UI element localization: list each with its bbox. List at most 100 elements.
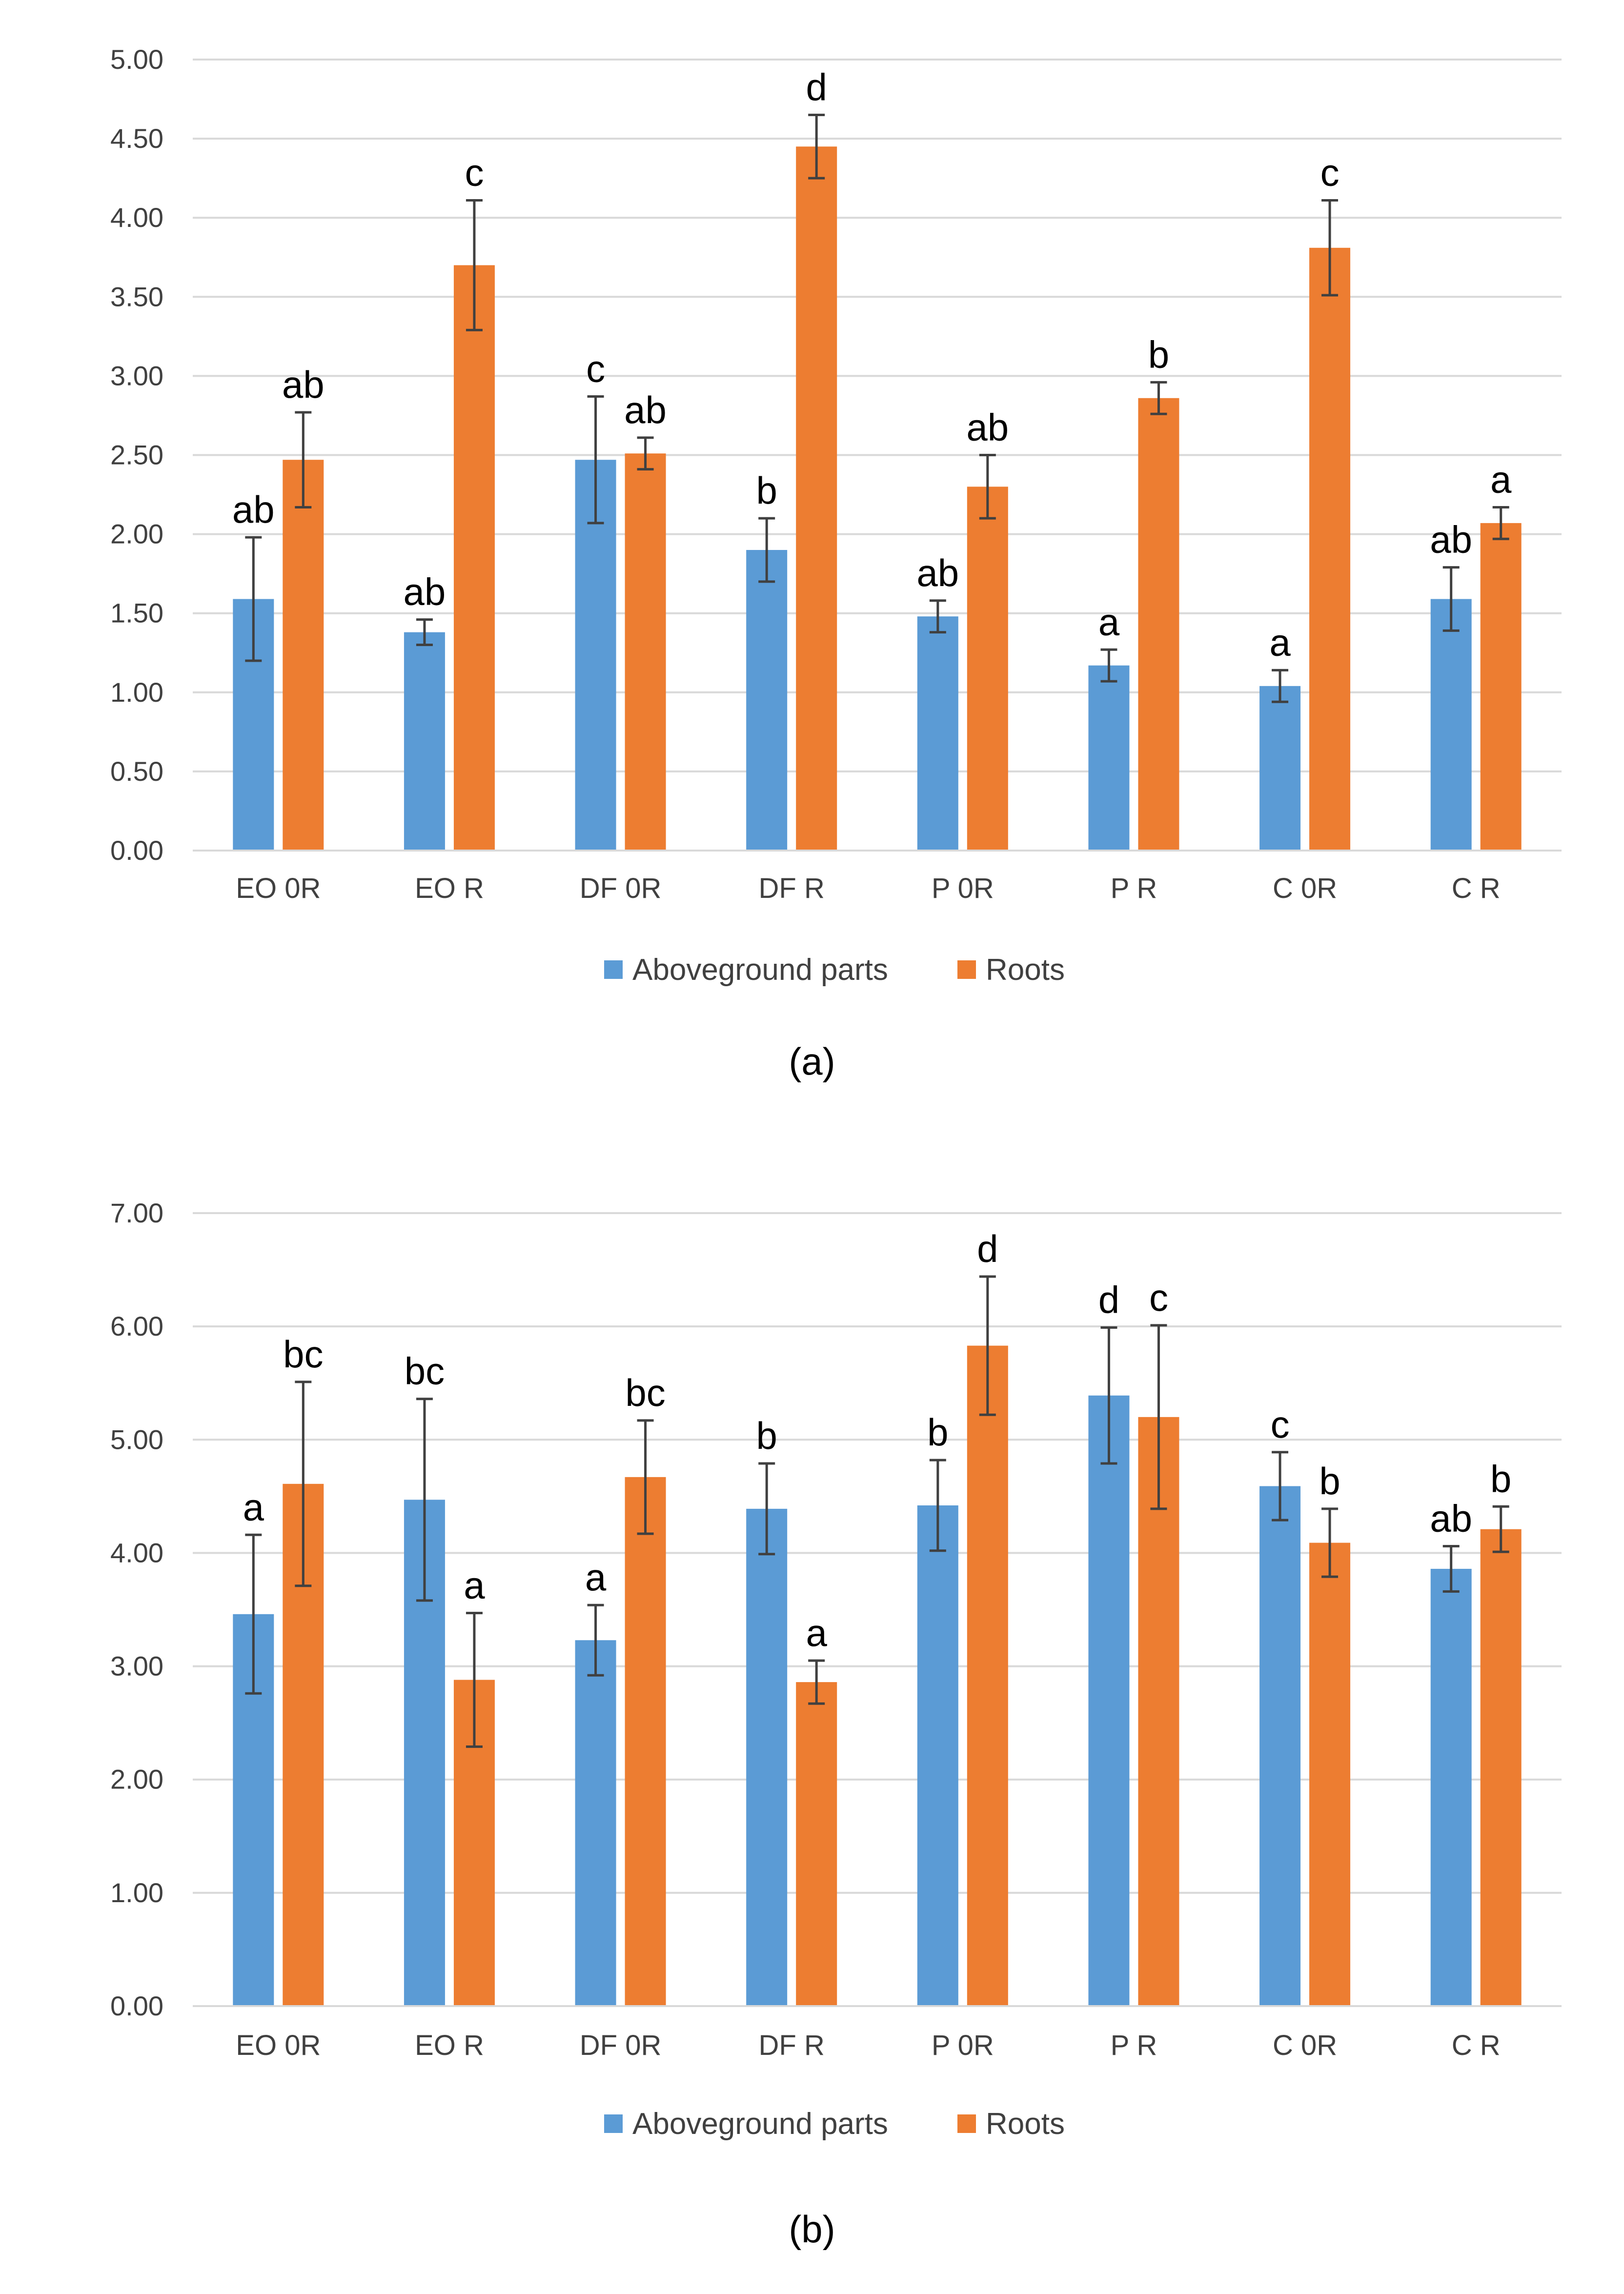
chart-a: 0.00 0.50 1.00 1.50 2.00 2.50 3.00 3.50 4.00 4.50…	[0, 0, 1624, 1146]
significance-letter: ab	[282, 363, 325, 406]
bar-aboveground	[746, 1508, 788, 2006]
bar-aboveground	[1430, 599, 1472, 851]
bar-roots	[796, 146, 837, 851]
significance-letter: a	[1490, 458, 1512, 501]
legend-label: Aboveground parts	[632, 2107, 888, 2141]
bar-roots	[1309, 1543, 1351, 2006]
significance-letter: c	[1320, 151, 1340, 194]
bar-roots	[1480, 1529, 1522, 2006]
significance-letter: bc	[283, 1333, 323, 1376]
category-label: DF R	[759, 873, 825, 904]
y-tick-label: 5.00	[110, 1424, 163, 1455]
significance-letter: a	[585, 1556, 607, 1599]
significance-letter: a	[243, 1485, 264, 1528]
bar-roots	[967, 487, 1008, 851]
category-label: C R	[1452, 873, 1501, 904]
category-label: C R	[1452, 2030, 1501, 2061]
bar-aboveground	[917, 1505, 958, 2006]
bar-aboveground	[575, 1640, 616, 2006]
significance-letter: ab	[1430, 518, 1472, 561]
category-label: EO R	[415, 2030, 484, 2061]
category-label: P 0R	[932, 873, 994, 904]
bar-aboveground	[1430, 1568, 1472, 2006]
bar-roots	[1480, 523, 1522, 851]
category-label: P 0R	[932, 2030, 994, 2061]
significance-letter: ab	[404, 570, 446, 613]
bar-roots	[625, 1477, 666, 2006]
significance-letter: a	[806, 1611, 827, 1654]
bar-roots	[1309, 247, 1351, 851]
y-tick-label: 0.00	[110, 835, 163, 866]
y-tick-label: 1.00	[110, 1877, 163, 1908]
bar-roots	[283, 460, 324, 851]
y-tick-label: 2.00	[110, 519, 163, 549]
bar-aboveground	[1259, 1486, 1301, 2006]
category-label: DF 0R	[580, 2030, 662, 2061]
category-label: DF 0R	[580, 873, 662, 904]
significance-letter: b	[1319, 1460, 1340, 1502]
bar-roots	[453, 265, 495, 851]
y-tick-label: 3.50	[110, 281, 163, 312]
chart-a-svg: 0.00 0.50 1.00 1.50 2.00 2.50 3.00 3.50 4.00 4.50…	[110, 44, 1562, 987]
legend-label: Roots	[986, 2107, 1065, 2141]
significance-letter: c	[465, 151, 484, 194]
y-tick-label: 2.00	[110, 1764, 163, 1795]
significance-letter: d	[806, 65, 827, 108]
significance-letter: b	[756, 1414, 777, 1457]
y-tick-label: 1.00	[110, 677, 163, 708]
significance-letter: b	[1490, 1457, 1511, 1500]
y-tick-label: 7.00	[110, 1198, 163, 1228]
significance-letter: ab	[232, 488, 275, 531]
bar-roots	[967, 1345, 1008, 2006]
y-tick-label: 3.00	[110, 360, 163, 391]
y-tick-label: 0.00	[110, 1990, 163, 2021]
bar-roots	[1138, 398, 1179, 851]
chart-a-caption: (a)	[789, 1040, 835, 1083]
y-tick-label: 3.00	[110, 1651, 163, 1682]
legend-label: Aboveground parts	[632, 953, 888, 987]
significance-letter: c	[586, 347, 605, 390]
bar-roots	[1138, 1417, 1179, 2006]
y-tick-label: 0.50	[110, 756, 163, 787]
category-label: EO R	[415, 873, 484, 904]
significance-letter: b	[756, 469, 777, 512]
bar-aboveground	[1259, 686, 1301, 851]
significance-letter: ab	[916, 551, 959, 594]
category-label: DF R	[759, 2030, 825, 2061]
legend-swatch-aboveground	[604, 2114, 623, 2133]
legend-swatch-roots	[957, 960, 976, 979]
legend-label: Roots	[986, 953, 1065, 987]
category-label: P R	[1111, 2030, 1157, 2061]
significance-letter: d	[977, 1227, 998, 1270]
chart-b: 0.00 1.00 2.00 3.00 4.00 5.00 6.00 7.00 a bc EO 0R…	[0, 1146, 1624, 2292]
y-tick-label: 6.00	[110, 1311, 163, 1341]
significance-letter: ab	[1430, 1497, 1472, 1540]
significance-letter: b	[1148, 333, 1169, 376]
bar-aboveground	[746, 550, 788, 851]
category-label: P R	[1111, 873, 1157, 904]
significance-letter: ab	[966, 406, 1009, 449]
significance-letter: a	[464, 1563, 485, 1606]
significance-letter: bc	[405, 1350, 445, 1393]
category-label: EO 0R	[236, 873, 321, 904]
significance-letter: a	[1269, 621, 1291, 664]
legend-swatch-roots	[957, 2114, 976, 2133]
bar-aboveground	[1088, 665, 1130, 851]
significance-letter: ab	[624, 388, 667, 431]
y-tick-label: 4.00	[110, 202, 163, 233]
significance-letter: bc	[625, 1371, 665, 1414]
chart-b-caption: (b)	[789, 2208, 835, 2251]
bar-roots	[796, 1682, 837, 2006]
significance-letter: a	[1098, 600, 1120, 643]
bar-aboveground	[917, 616, 958, 851]
category-label: EO 0R	[236, 2030, 321, 2061]
y-tick-label: 5.00	[110, 44, 163, 75]
significance-letter: c	[1149, 1276, 1168, 1319]
y-tick-label: 4.00	[110, 1537, 163, 1568]
legend-swatch-aboveground	[604, 960, 623, 979]
significance-letter: c	[1271, 1403, 1290, 1446]
y-tick-label: 1.50	[110, 598, 163, 629]
bar-aboveground	[1088, 1395, 1130, 2006]
significance-letter: b	[927, 1411, 948, 1454]
